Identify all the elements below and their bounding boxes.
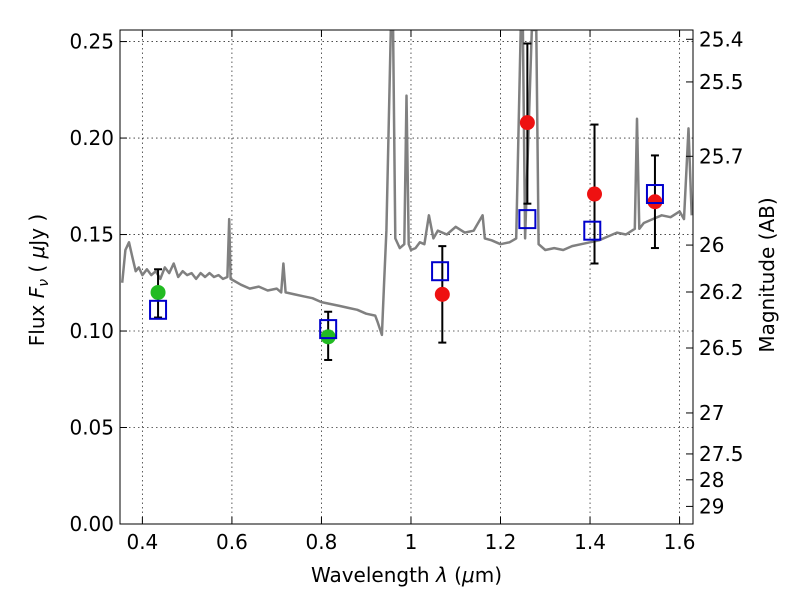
error-bars [154, 42, 659, 361]
y2-tick-label: 25.7 [699, 144, 744, 168]
x-axis-label: Wavelength λ (μm) [311, 563, 502, 587]
y2-tick-label: 25.4 [699, 27, 744, 51]
x-tick-label: 1 [405, 530, 418, 554]
data-point-circle [587, 186, 603, 202]
y-tick-label: 0.05 [69, 416, 114, 440]
y2-tick-label: 29 [699, 494, 724, 518]
y2-tick-label: 27.5 [699, 442, 744, 466]
model-point-square [319, 319, 338, 340]
y2-axis-label: Magnitude (AB) [755, 197, 779, 352]
y2-tick-label: 25.5 [699, 70, 744, 94]
model-point-square [583, 220, 602, 241]
template-spectrum [120, 30, 693, 337]
axis-ticks: 0.4 0.6 0.8 1 1.2 1.4 1.6 0.00 0.05 0.10 0.15 0.20 0… [69, 27, 743, 554]
y2-tick-label: 28 [699, 468, 724, 492]
data-point-circle [519, 115, 535, 131]
data-point-circle [320, 329, 336, 345]
x-tick-label: 0.6 [216, 530, 248, 554]
y-axis-label: Flux Fν ( μJy ) [25, 214, 52, 346]
y-tick-label: 0.00 [69, 512, 114, 536]
x-tick-label: 1.2 [485, 530, 517, 554]
y2-tick-label: 26 [699, 233, 724, 257]
spectrum-line [120, 30, 693, 337]
grid-lines [120, 30, 693, 524]
model-point-square [645, 184, 664, 205]
y-tick-label: 0.25 [69, 30, 114, 54]
model-point-square [149, 299, 168, 320]
y2-tick-label: 26.5 [699, 336, 744, 360]
x-tick-label: 1.4 [574, 530, 606, 554]
y-tick-label: 0.20 [69, 126, 114, 150]
y-tick-label: 0.10 [69, 319, 114, 343]
plot-frame [119, 29, 694, 525]
y2-tick-label: 26.2 [699, 280, 744, 304]
x-tick-label: 1.6 [664, 530, 696, 554]
data-points [149, 115, 664, 345]
data-point-circle [434, 286, 450, 302]
model-point-square [431, 261, 450, 282]
data-point-circle [647, 194, 663, 210]
model-point-square [518, 209, 537, 230]
y-tick-label: 0.15 [69, 223, 114, 247]
data-point-circle [150, 284, 166, 300]
x-tick-label: 0.8 [306, 530, 338, 554]
y2-tick-label: 27 [699, 401, 724, 425]
x-tick-label: 0.4 [126, 530, 158, 554]
